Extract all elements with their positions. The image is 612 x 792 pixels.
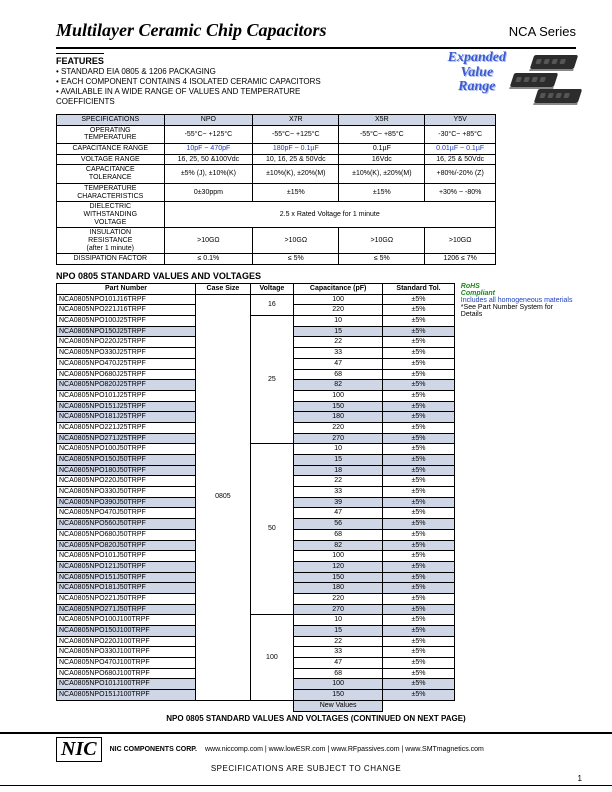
parts-section-title: NPO 0805 STANDARD VALUES AND VOLTAGES [56,271,576,281]
feature-line: COEFFICIENTS [56,97,576,106]
table-row: NCA0805NPO101J16TRPF080516100±5% [57,294,455,305]
continued-note: NPO 0805 STANDARD VALUES AND VOLTAGES (C… [56,714,576,723]
series-label: NCA Series [509,24,576,39]
page-number: 1 [578,774,582,783]
page-title: Multilayer Ceramic Chip Capacitors [56,20,327,41]
spec-change-note: SPECIFICATIONS ARE SUBJECT TO CHANGE [0,764,612,773]
page-footer: NIC NIC COMPONENTS CORP. www.niccomp.com… [0,732,612,786]
expanded-badge: Expanded Value Range [448,51,506,95]
table-row: NCA0805NPO100J25TRPF2510±5% [57,316,455,327]
features-heading: FEATURES [56,53,104,66]
footer-links: www.niccomp.com | www.lowESR.com | www.R… [205,746,484,753]
parts-table: Part NumberCase SizeVoltageCapacitance (… [56,283,455,712]
chip-image [508,53,586,107]
rohs-label: RoHS Compliant [461,283,576,297]
corp-name: NIC COMPONENTS CORP. [110,746,197,753]
spec-table: SPECIFICATIONSNPOX7RX5RY5V OPERATING TEM… [56,114,496,265]
table-row: NCA0805NPO100J50TRPF5010±5% [57,444,455,455]
new-values-cell: New Values [294,700,383,711]
nic-logo: NIC [56,737,102,762]
table-row: NCA0805NPO100J100TRPF10010±5% [57,615,455,626]
side-note: RoHS Compliant Includes all homogeneous … [461,283,576,318]
